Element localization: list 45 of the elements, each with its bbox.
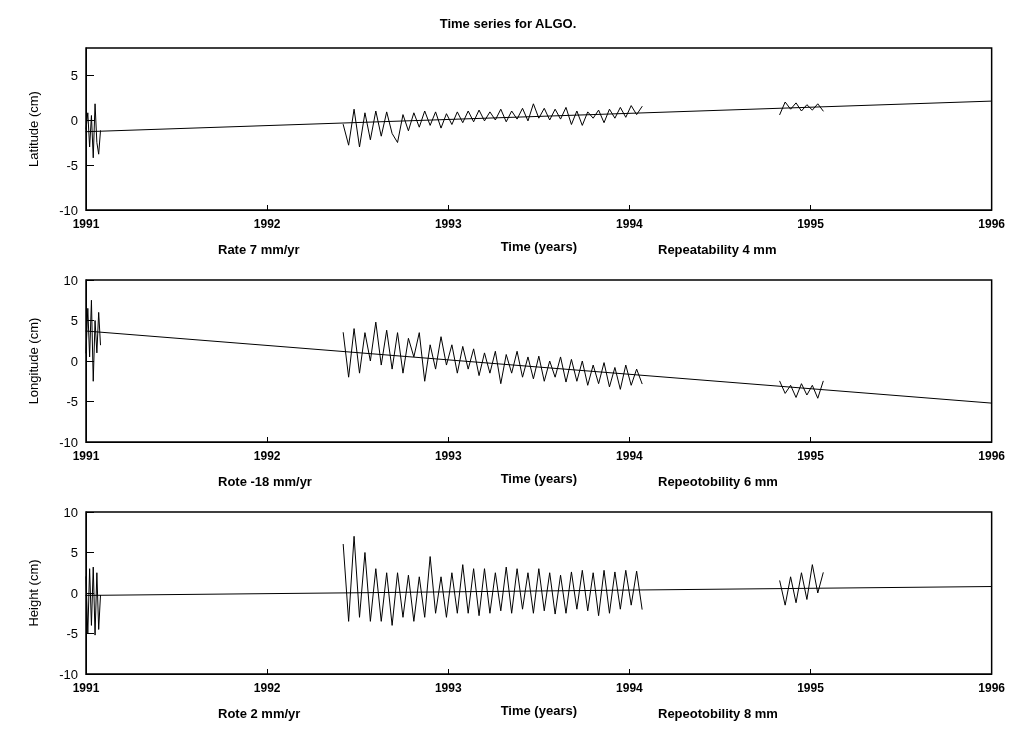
x-axis-title: Time (years)	[500, 703, 578, 718]
y-axis-title: Longitude (cm)	[26, 317, 41, 405]
x-tick-label: 1991	[72, 217, 100, 231]
x-tick-label: 1996	[978, 217, 1006, 231]
x-tick-label: 1994	[616, 217, 644, 231]
x-tick-label: 1995	[797, 217, 825, 231]
y-tick-label: -5	[66, 626, 78, 641]
x-tick-label: 1992	[253, 217, 281, 231]
x-tick-label: 1994	[616, 681, 644, 695]
y-tick-label: 5	[70, 67, 78, 83]
y-tick-label: -10	[59, 666, 78, 682]
y-tick-label: 5	[70, 545, 78, 560]
x-tick-label: 1991	[72, 681, 100, 695]
text: Rate 7 mm/yr	[218, 242, 300, 257]
y-tick-label: -5	[66, 157, 78, 173]
text: Rote 2 mm/yr	[218, 706, 301, 721]
x-tick-label: 1993	[434, 217, 462, 231]
x-tick-label: 1992	[253, 681, 281, 695]
y-tick-label: 10	[63, 504, 78, 520]
y-tick-label: 0	[70, 353, 78, 369]
y-tick-label: -5	[66, 394, 78, 409]
x-tick-label: 1993	[434, 449, 462, 463]
x-tick-label: 1993	[434, 681, 462, 695]
x-axis-title: Time (years)	[500, 471, 578, 486]
y-tick-label: 10	[63, 272, 78, 288]
y-tick-label: -10	[59, 202, 78, 218]
x-tick-label: 1995	[797, 449, 825, 463]
y-tick-label: 0	[70, 585, 78, 601]
y-axis-title: Latitude (cm)	[26, 91, 41, 167]
x-tick-label: 1996	[978, 449, 1006, 463]
x-tick-label: 1995	[797, 681, 825, 695]
x-tick-label: 1996	[978, 681, 1006, 695]
text: Rote -18 mm/yr	[218, 474, 312, 489]
text: Repeotobility 6 mm	[658, 474, 778, 489]
x-tick-label: 1992	[253, 449, 281, 463]
chart-title: Time series for ALGO.	[439, 16, 577, 31]
y-tick-label: -10	[59, 434, 78, 450]
y-tick-label: 0	[70, 112, 78, 128]
x-axis-title: Time (years)	[500, 239, 578, 254]
x-tick-label: 1991	[72, 449, 100, 463]
y-tick-label: 5	[70, 313, 78, 328]
text: Repeatability 4 mm	[658, 242, 777, 257]
x-tick-label: 1994	[616, 449, 644, 463]
text: Repeotobility 8 mm	[658, 706, 778, 721]
y-axis-title: Height (cm)	[26, 559, 41, 627]
